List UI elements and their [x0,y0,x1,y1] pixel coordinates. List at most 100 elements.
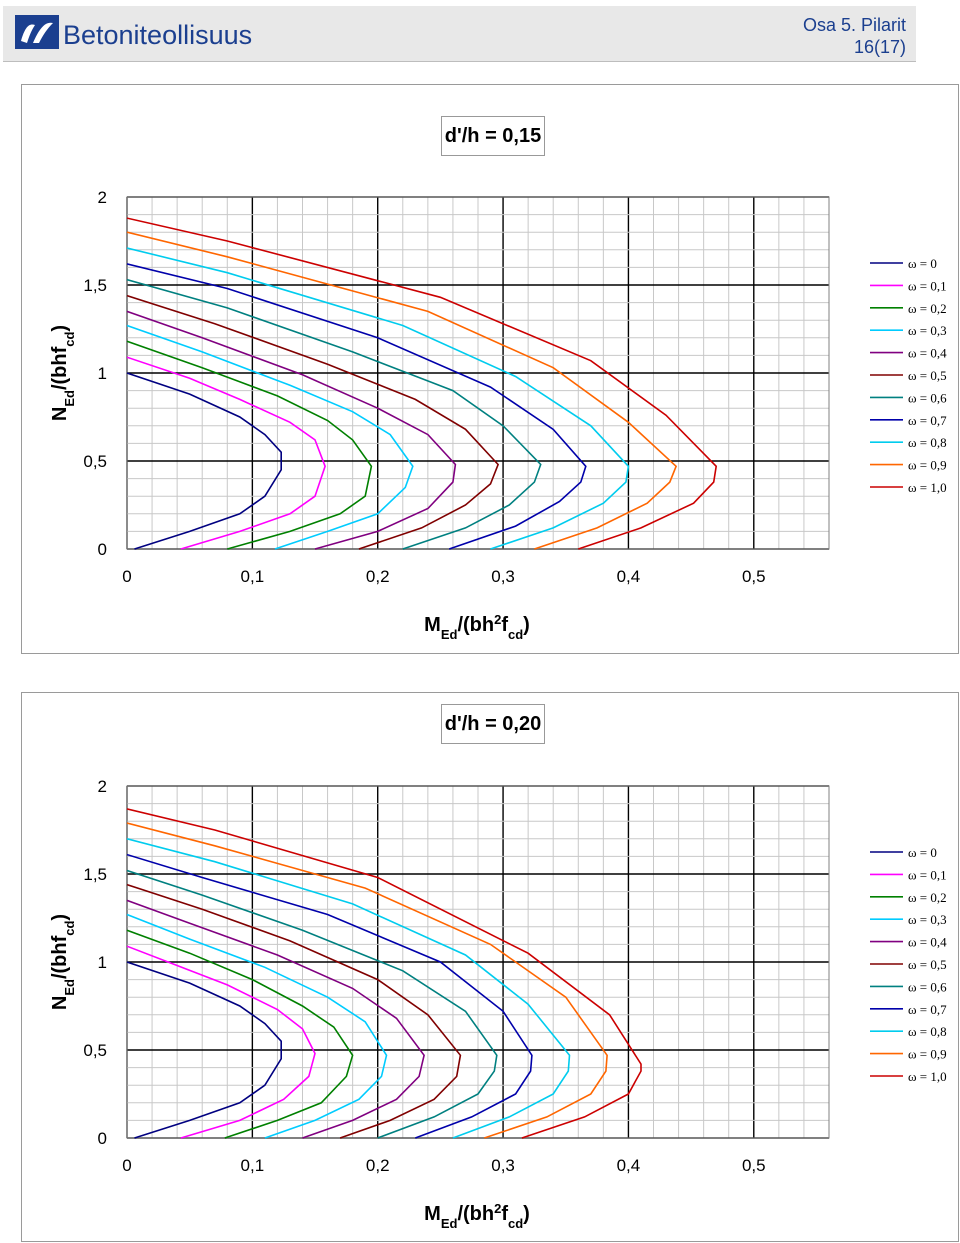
y-axis-label-group: NEd/(bhfcd) [49,914,77,1010]
legend-label: ω = 0,8 [908,435,947,450]
y-tick-label: 0 [98,540,107,559]
y-axis-label-part: Ed [62,390,77,407]
legend-label: ω = 1,0 [908,480,947,495]
legend-label: ω = 0,7 [908,1002,947,1017]
legend-label: ω = 0,7 [908,413,947,428]
legend-label: ω = 0,2 [908,301,947,316]
x-tick-label: 0,5 [742,567,766,586]
chart-svg-2: 0 0,1 0,2 0,3 0,4 0,500,511,52MEd/(bh2fcd)NEd… [49,777,947,1231]
series-line-6 [126,278,542,550]
x-axis-label-part: 2 [494,1201,501,1216]
y-tick-label: 1 [98,364,107,383]
x-axis-label-part: f [501,1203,508,1225]
x-axis-label: MEd/(bh2fcd) [424,1201,530,1231]
brand-name: Betoniteollisuus [63,20,253,50]
legend-label: ω = 0,5 [908,957,947,972]
series-line-9 [126,822,608,1139]
series-line-6 [126,869,498,1139]
x-axis-label-part: ) [523,1203,530,1225]
series-line-2 [126,340,373,550]
series-line-4 [126,899,425,1139]
y-tick-label: 0,5 [83,1041,107,1060]
x-tick-label: 0,3 [491,1156,515,1175]
legend-label: ω = 0,8 [908,1024,947,1039]
x-axis-label: MEd/(bh2fcd) [424,612,530,642]
legend-label: ω = 0,6 [908,390,947,405]
y-axis-label: NEd/(bhfcd) [49,914,77,1010]
chart-svg-1: 0 0,1 0,2 0,3 0,4 0,500,511,52MEd/(bh2fcd)NEd… [49,188,947,642]
x-axis-label-part: cd [508,627,523,642]
y-axis-label-part: ) [49,325,71,332]
series-line-7 [126,853,533,1139]
series-line-5 [126,883,462,1139]
chart-title-2: d'/h = 0,20 [441,704,545,744]
y-axis-label-part: /(bhf [49,346,71,390]
x-tick-label: 0,2 [366,1156,390,1175]
legend-label: ω = 0,5 [908,368,947,383]
x-tick-label: 0 [122,567,131,586]
legend-label: ω = 0,1 [908,867,947,882]
series-line-5 [126,294,500,550]
y-axis-label-part: ) [49,914,71,921]
chart-panel-2: d'/h = 0,20 0 0,1 0,2 0,3 0,4 0,5 0 0,5 1 1,5 2 MEd… [21,692,959,1242]
legend-label: ω = 0,1 [908,278,947,293]
x-tick-label: 0,1 [241,1156,265,1175]
series-line-1 [126,356,326,550]
series-line-0 [126,961,282,1139]
series-line-3 [126,913,388,1139]
x-axis-label-part: M [424,614,441,636]
x-axis-label-part: /(bh [457,1203,494,1225]
x-axis-label-part: Ed [441,1216,458,1231]
x-tick-label: 0,4 [617,1156,641,1175]
legend-label: ω = 0,2 [908,890,947,905]
y-tick-label: 0,5 [83,452,107,471]
series-line-0 [126,372,282,550]
x-tick-label: 0,3 [491,567,515,586]
x-tick-label: 0,4 [617,567,641,586]
legend-label: ω = 0,3 [908,323,947,338]
x-axis-label-part: cd [508,1216,523,1231]
betoniteollisuus-logo-icon [15,15,59,49]
page-number: 16(17) [853,37,906,57]
x-axis-label-part: Ed [441,627,458,642]
y-axis-label-part: Ed [62,979,77,996]
page-header: Betoniteollisuus Osa 5. Pilarit 16(17) [3,6,916,61]
y-tick-label: 1 [98,953,107,972]
series-line-10 [126,808,642,1139]
y-tick-label: 1,5 [83,865,107,884]
y-tick-label: 2 [98,777,107,796]
y-axis-label-part: N [49,407,71,421]
x-axis-label-part: ) [523,614,530,636]
series-line-8 [126,247,630,550]
y-axis-label-part: cd [62,331,77,346]
y-axis-label-part: N [49,996,71,1010]
y-axis-label-part: /(bhf [49,935,71,979]
legend-label: ω = 0,4 [908,935,947,950]
legend-label: ω = 0 [908,845,937,860]
series-line-2 [126,929,354,1139]
y-axis-label-group: NEd/(bhfcd) [49,325,77,421]
section-title: Osa 5. Pilarit [802,15,906,35]
y-tick-label: 1,5 [83,276,107,295]
x-tick-label: 0,2 [366,567,390,586]
x-axis-label-part: /(bh [457,614,494,636]
x-tick-label: 0 [122,1156,131,1175]
legend-label: ω = 0,9 [908,1047,947,1062]
legend-label: ω = 0,3 [908,912,947,927]
chart-title-1: d'/h = 0,15 [441,116,545,156]
legend-label: ω = 0,6 [908,979,947,994]
x-tick-label: 0,1 [241,567,265,586]
series-line-10 [126,217,718,550]
legend-label: ω = 1,0 [908,1069,947,1084]
chart-panel-1: d'/h = 0,15 0 0,1 0,2 0,3 0,4 0,5 0 0,5 1 1,5 2 MEd… [21,84,959,654]
x-axis-label-part: M [424,1203,441,1225]
series-line-8 [126,838,571,1139]
legend-label: ω = 0 [908,256,937,271]
legend-label: ω = 0,4 [908,346,947,361]
y-axis-label-part: cd [62,920,77,935]
y-tick-label: 2 [98,188,107,207]
series-line-7 [126,263,587,550]
y-tick-label: 0 [98,1129,107,1148]
series-line-9 [126,231,678,550]
series-line-4 [126,310,457,550]
